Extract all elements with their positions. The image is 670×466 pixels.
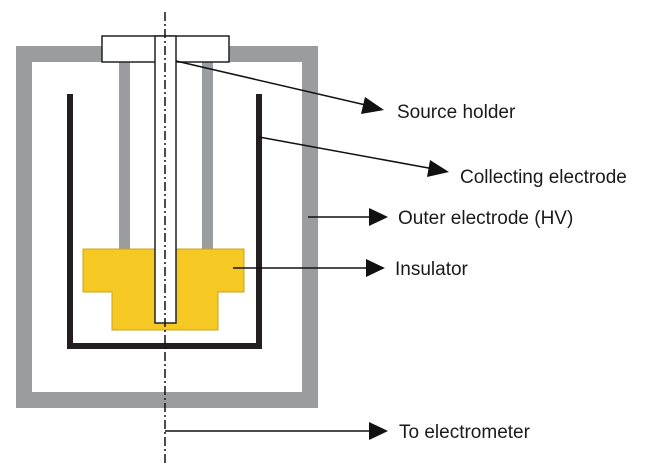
collecting-electrode-leader: [258, 136, 435, 170]
collecting-electrode: [67, 94, 262, 349]
outer-electrode-arrowhead: [369, 208, 388, 226]
electrometer-arrowhead: [369, 422, 388, 440]
source-holder-label: Source holder: [397, 102, 516, 123]
support-rod-right: [202, 60, 213, 252]
source-holder-arrowhead: [361, 97, 384, 114]
collecting-electrode-label: Collecting electrode: [460, 167, 627, 188]
outer-electrode-label: Outer electrode (HV): [398, 208, 573, 229]
support-rod-left: [119, 60, 130, 252]
source-holder-leader: [175, 60, 371, 107]
insulator-arrowhead: [366, 259, 385, 277]
insulator-label: Insulator: [395, 259, 469, 280]
electrometer-label: To electrometer: [399, 422, 531, 443]
collecting-electrode-arrowhead: [427, 160, 449, 177]
